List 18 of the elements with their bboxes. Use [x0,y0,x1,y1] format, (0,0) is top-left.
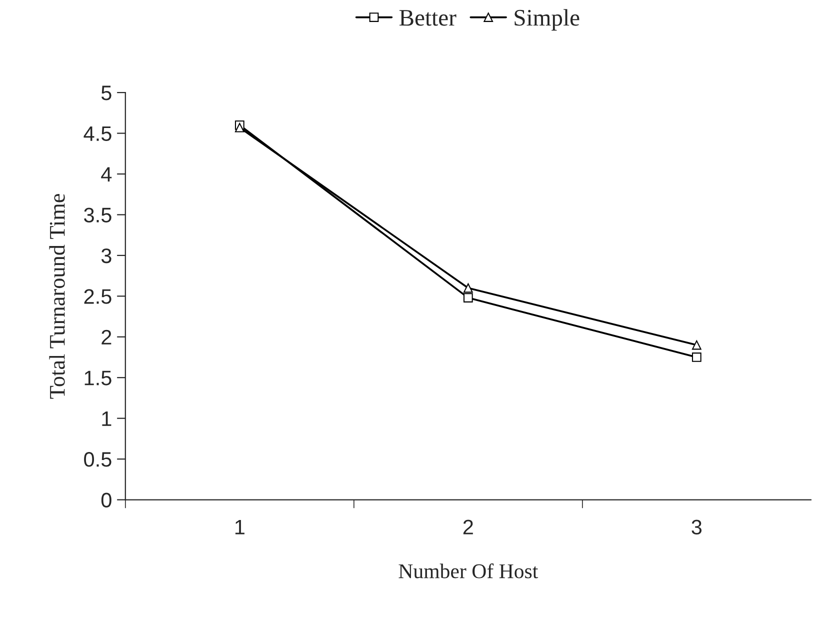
y-tick-label: 5 [101,86,112,100]
y-tick-label: 2.5 [84,289,112,304]
legend-label: Better [399,10,456,26]
y-tick-label: 2 [102,330,112,344]
y-tick-label: 0.5 [84,452,112,467]
legend-label: Simple [514,9,580,31]
y-tick-label: 1 [102,412,112,426]
y-axis-title: Total Turnaround Time [49,194,65,399]
y-tick-label: 4 [101,167,112,182]
x-axis-title: Number Of Host [398,563,538,578]
y-tick-label: 0 [101,492,112,508]
x-tick-label: 3 [692,520,702,535]
y-tick-label: 3.5 [84,208,112,222]
y-tick-label: 3 [101,248,112,264]
y-tick-label: 1.5 [84,370,112,386]
x-tick-label: 2 [463,520,473,534]
x-tick-label: 1 [235,520,244,534]
y-tick-label: 4.5 [84,126,112,142]
